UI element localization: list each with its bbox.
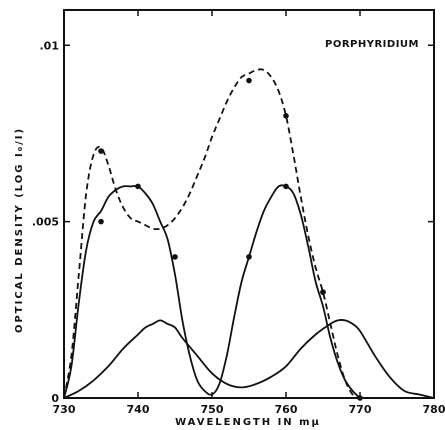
x-tick-label: 750 [201, 403, 224, 416]
data-point [246, 254, 252, 260]
x-tick-label: 780 [423, 403, 445, 416]
x-tick-label: 740 [127, 403, 150, 416]
data-point [283, 183, 289, 190]
axes [63, 9, 435, 399]
data-point [320, 289, 326, 295]
markers-group [98, 77, 363, 401]
data-point [357, 395, 363, 401]
plot-frame [63, 9, 435, 399]
data-point [172, 254, 178, 260]
x-tick-label: 760 [275, 403, 298, 416]
data-point [283, 113, 289, 119]
series-line-2 [63, 184, 361, 399]
x-axis-title: WAVELENGTH IN mμ [175, 417, 321, 428]
data-point [98, 218, 104, 225]
data-point [135, 183, 141, 190]
ticks: 730 740 750 760 770 780 0 .005 .01 [32, 10, 445, 416]
y-axis-title: OPTICAL DENSITY (LOG I₀/I) [14, 127, 25, 333]
x-tick-label: 770 [349, 403, 372, 416]
series-group [63, 68, 435, 399]
series-line-1 [63, 68, 361, 399]
y-tick-label: .005 [32, 216, 59, 229]
x-tick-label: 730 [53, 403, 76, 416]
series-line-3 [63, 319, 435, 399]
y-tick-label: 0 [51, 392, 59, 405]
y-tick-label: .01 [40, 39, 60, 52]
chart-title: PORPHYRIDIUM [325, 39, 419, 50]
data-point [98, 148, 104, 154]
data-point [246, 77, 252, 84]
